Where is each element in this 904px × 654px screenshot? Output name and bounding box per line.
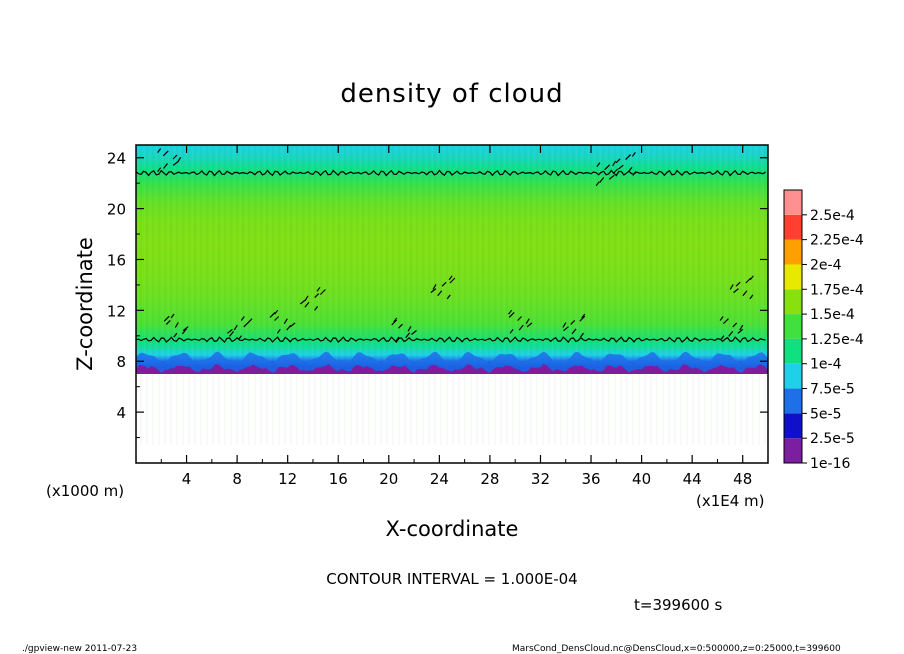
x-tick-label: 32	[531, 470, 550, 488]
y-tick-label: 12	[107, 302, 126, 320]
colorbar-swatch	[784, 363, 802, 389]
colorbar-frame	[783, 189, 803, 464]
x-tick-label: 28	[480, 470, 499, 488]
colorbar-label: 7.5e-5	[810, 382, 855, 398]
colorbar-label: 2.25e-4	[810, 233, 864, 249]
colorbar-swatch	[784, 388, 802, 414]
cloud-cell-4	[391, 317, 417, 342]
y-axis-unit: (x1000 m)	[46, 482, 124, 500]
contour-interval: CONTOUR INTERVAL = 1.000E-04	[326, 570, 577, 588]
cloud-cell-2	[269, 309, 296, 334]
colorbar-label: 2.5e-5	[810, 431, 855, 447]
cloud-features	[157, 148, 754, 342]
colorbar-label: 1.75e-4	[810, 282, 864, 298]
footer-left: ./gpview-new 2011-07-23	[22, 644, 137, 654]
cloud-cell-6	[508, 309, 533, 334]
colorbar-swatch	[784, 214, 802, 240]
time-label: t=399600 s	[634, 596, 722, 614]
cloud-cell-9	[729, 275, 754, 300]
colorbar-swatch	[784, 438, 802, 463]
x-tick-label: 16	[329, 470, 348, 488]
colorbar-label: 2e-4	[810, 257, 842, 273]
x-tick-label: 8	[232, 470, 242, 488]
contour-line-1	[135, 169, 766, 177]
colorbar-label: 1.25e-4	[810, 332, 864, 348]
colorbar-swatch	[784, 338, 802, 364]
x-tick-label: 4	[182, 470, 192, 488]
contour-line-0	[135, 336, 766, 344]
cloud-cell-0	[163, 313, 189, 338]
colorbar-label: 1.5e-4	[810, 307, 855, 323]
y-tick-label: 16	[107, 251, 126, 269]
colorbar-swatch	[784, 190, 802, 215]
x-tick-label: 20	[379, 470, 398, 488]
colorbar-swatch	[784, 289, 802, 315]
y-tick-label: 20	[107, 201, 126, 219]
cloud-cell-7	[562, 313, 586, 338]
footer-right: MarsCond_DensCloud.nc@DensCloud,x=0:5000…	[512, 644, 841, 654]
plot-frame	[135, 144, 769, 464]
x-tick-label: 24	[430, 470, 449, 488]
colorbar-swatch	[784, 413, 802, 439]
field-texture	[136, 145, 768, 445]
colorbar-label: 1e-4	[810, 357, 842, 373]
colorbar: 1e-16 2.5e-5 5e-5 7.5e-5 1e-4 1.25e-4 1.5e-4 1.…	[783, 189, 864, 472]
y-axis-label: Z-coordinate	[73, 237, 97, 371]
colorbar-swatch	[784, 239, 802, 265]
y-tick-label: 24	[107, 150, 126, 168]
cloud-cell-5	[430, 275, 456, 300]
cloud-cell-10	[157, 148, 182, 173]
x-axis-unit: (x1E4 m)	[696, 492, 765, 510]
y-tick-label: 4	[116, 404, 126, 422]
y-tick-label: 8	[116, 353, 126, 371]
x-axis-ticks: 4 8 12 16 20 24 28 32 36 40 44 48	[160, 145, 752, 488]
y-axis-ticks: 4 8 12 16 20 24	[107, 150, 768, 439]
x-tick-label: 36	[581, 470, 600, 488]
x-tick-label: 12	[278, 470, 297, 488]
colorbar-swatch	[784, 314, 802, 339]
colorbar-label: 1e-16	[810, 456, 850, 472]
x-tick-label: 48	[733, 470, 752, 488]
chart-title: density of cloud	[340, 79, 563, 109]
colorbar-label: 2.5e-4	[810, 208, 855, 224]
colorbar-label: 5e-5	[810, 406, 841, 422]
cloud-cell-3	[299, 286, 326, 311]
cloud-cell-8	[719, 316, 744, 340]
x-tick-label: 40	[632, 470, 651, 488]
x-axis-label: X-coordinate	[386, 517, 519, 541]
contour-lines	[135, 169, 766, 344]
x-tick-label: 44	[683, 470, 702, 488]
colorbar-swatch	[784, 264, 802, 290]
cloud-cell-1	[227, 316, 253, 340]
cloud-base-waves	[136, 351, 768, 374]
wave-band-purple	[136, 363, 768, 374]
